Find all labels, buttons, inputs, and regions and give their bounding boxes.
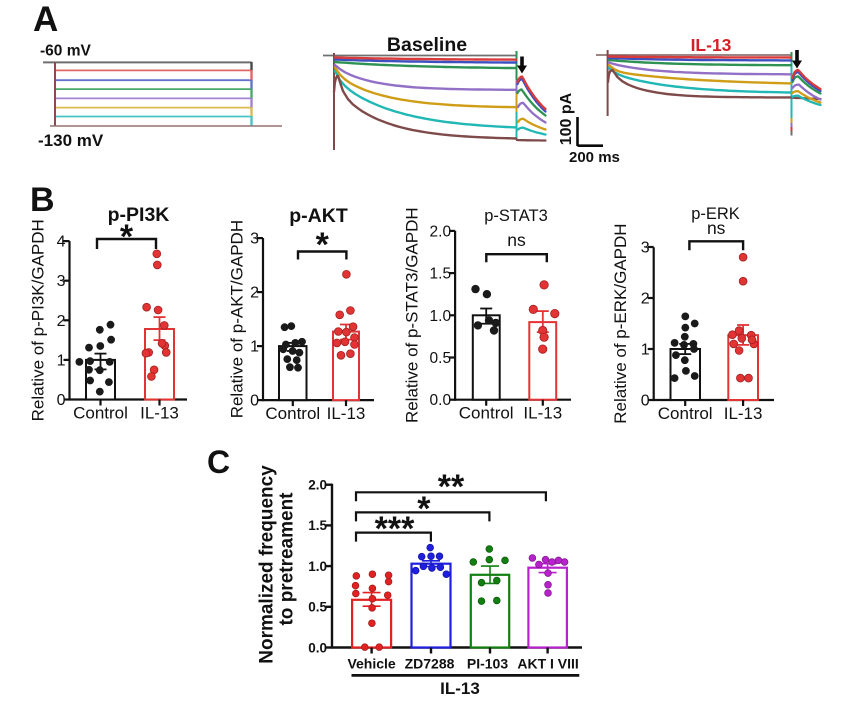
svg-text:0: 0 <box>57 392 66 409</box>
svg-text:1: 1 <box>250 339 259 356</box>
svg-text:Vehicle: Vehicle <box>347 656 395 672</box>
svg-text:100 pA: 100 pA <box>558 92 575 145</box>
svg-text:p-ERK: p-ERK <box>691 205 740 223</box>
svg-text:p-PI3K: p-PI3K <box>108 204 170 226</box>
svg-text:Relative of p-PI3K/GAPDH: Relative of p-PI3K/GAPDH <box>29 219 48 421</box>
svg-text:0.0: 0.0 <box>430 392 452 409</box>
svg-text:IL-13: IL-13 <box>724 404 763 423</box>
svg-text:Control: Control <box>658 404 713 423</box>
svg-text:0.5: 0.5 <box>430 350 452 367</box>
svg-text:C: C <box>207 444 230 480</box>
svg-text:PI-103: PI-103 <box>467 656 508 672</box>
svg-text:*: * <box>120 218 134 256</box>
svg-text:0: 0 <box>250 393 259 410</box>
svg-text:200 ms: 200 ms <box>569 149 620 166</box>
svg-text:Control: Control <box>73 404 128 423</box>
svg-text:IL-13: IL-13 <box>140 404 179 423</box>
svg-text:Relative of p-ERK/GAPDH: Relative of p-ERK/GAPDH <box>611 223 630 423</box>
svg-text:A: A <box>33 0 58 39</box>
svg-text:*: * <box>316 226 330 264</box>
svg-text:0: 0 <box>641 393 650 410</box>
svg-text:IL-13: IL-13 <box>440 679 480 698</box>
svg-text:IL-13: IL-13 <box>523 404 562 423</box>
svg-text:Baseline: Baseline <box>387 34 467 56</box>
svg-text:Control: Control <box>459 404 514 423</box>
svg-text:***: *** <box>375 510 415 548</box>
svg-text:B: B <box>30 181 55 219</box>
svg-text:**: ** <box>438 468 465 506</box>
svg-text:2: 2 <box>57 313 66 330</box>
svg-text:Normalized frequency: Normalized frequency <box>257 465 278 664</box>
svg-text:2.0: 2.0 <box>430 223 452 240</box>
svg-text:Relative of p-AKT/GAPDH: Relative of p-AKT/GAPDH <box>228 220 247 418</box>
svg-text:1: 1 <box>57 352 66 369</box>
svg-text:0.0: 0.0 <box>308 640 327 655</box>
svg-text:1.0: 1.0 <box>308 559 327 574</box>
svg-text:p-STAT3: p-STAT3 <box>484 207 548 225</box>
svg-text:1.5: 1.5 <box>308 518 327 533</box>
svg-text:4: 4 <box>57 234 66 251</box>
svg-text:2: 2 <box>641 291 650 308</box>
svg-text:2.0: 2.0 <box>308 478 327 493</box>
svg-text:1.5: 1.5 <box>430 266 452 283</box>
svg-text:to pretreament: to pretreament <box>277 492 298 626</box>
svg-text:3: 3 <box>641 240 650 257</box>
svg-text:-130 mV: -130 mV <box>38 131 104 150</box>
svg-text:ZD7288: ZD7288 <box>405 656 455 672</box>
svg-text:-60 mV: -60 mV <box>40 43 91 60</box>
svg-text:AKT I VIII: AKT I VIII <box>517 656 578 672</box>
svg-text:Relative of p-STAT3/GAPDH: Relative of p-STAT3/GAPDH <box>403 207 422 423</box>
svg-text:p-AKT: p-AKT <box>289 205 348 227</box>
svg-text:IL-13: IL-13 <box>327 404 366 423</box>
svg-text:3: 3 <box>250 231 259 248</box>
svg-text:0.5: 0.5 <box>308 600 327 615</box>
svg-text:ns: ns <box>707 218 726 238</box>
svg-text:ns: ns <box>507 230 526 250</box>
svg-text:1.0: 1.0 <box>430 308 452 325</box>
svg-text:*: * <box>417 490 431 528</box>
svg-text:1: 1 <box>641 342 650 359</box>
svg-text:2: 2 <box>250 285 259 302</box>
svg-text:Control: Control <box>265 404 320 423</box>
svg-text:IL-13: IL-13 <box>691 35 732 55</box>
svg-text:3: 3 <box>57 273 66 290</box>
